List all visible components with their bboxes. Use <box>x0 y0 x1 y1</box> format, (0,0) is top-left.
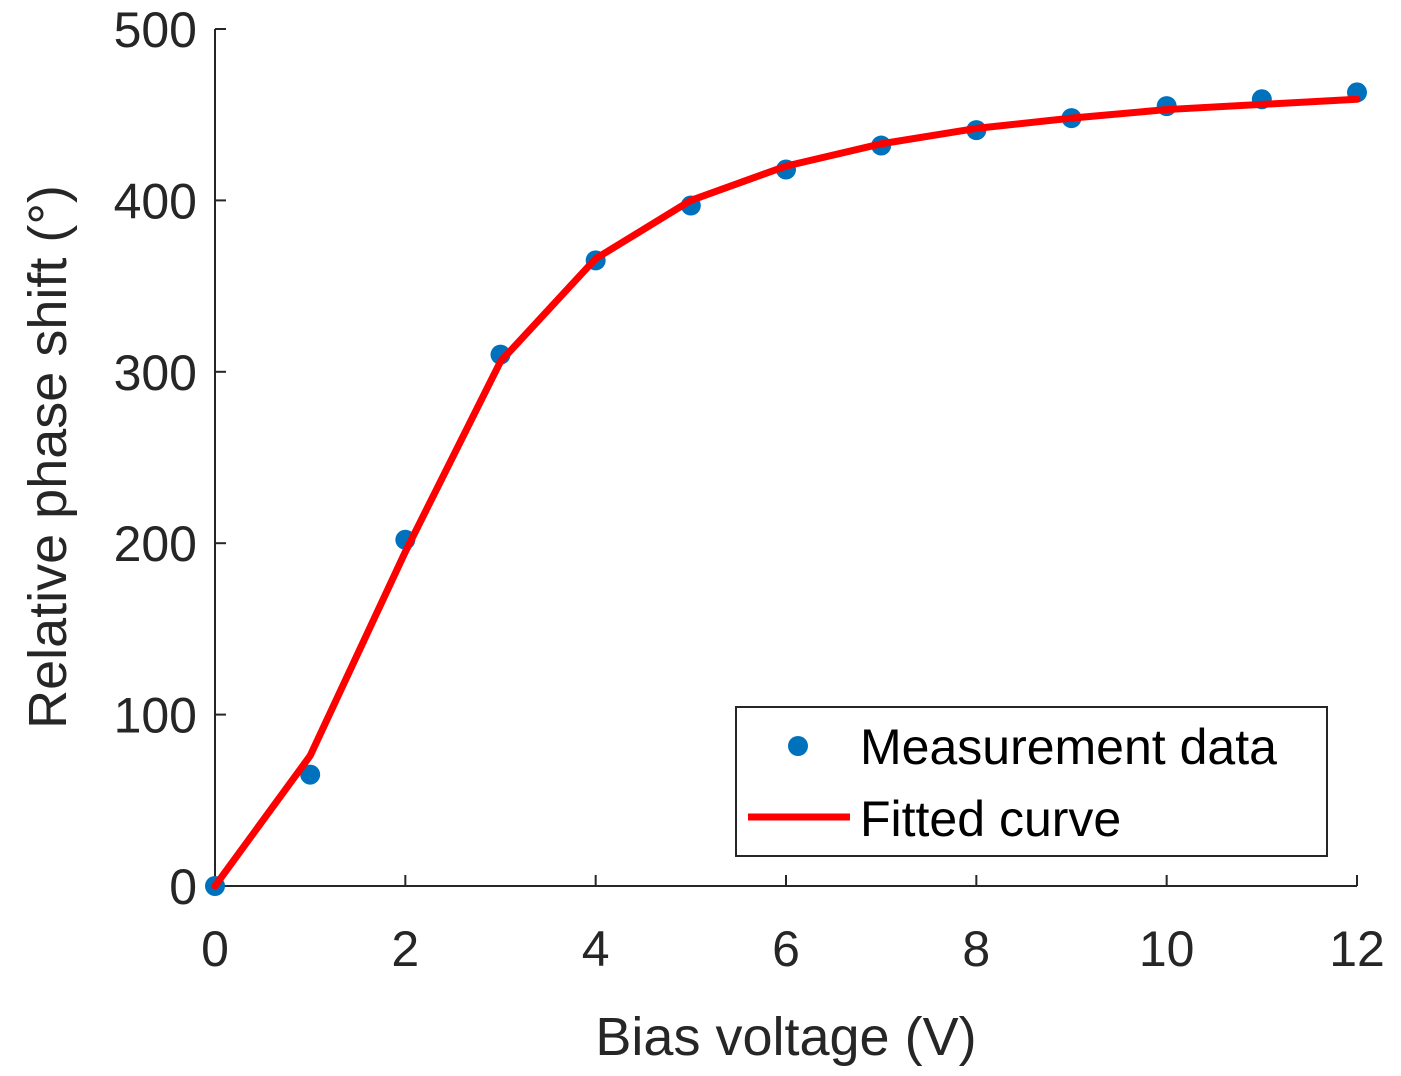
x-tick-label: 12 <box>1329 921 1385 977</box>
fitted-curve-line <box>211 95 1361 890</box>
legend-box <box>735 706 1328 857</box>
x-tick-label: 8 <box>962 921 990 977</box>
axes-layer: 0 2 4 6 8 10 12 0 100 200 300 400 500 <box>114 2 1385 977</box>
x-tick-label: 10 <box>1139 921 1195 977</box>
x-tick-label: 2 <box>391 921 419 977</box>
data-point-measurement <box>300 764 321 785</box>
x-tick-label: 6 <box>772 921 800 977</box>
x-tick-label: 0 <box>201 921 229 977</box>
y-tick-label: 500 <box>114 2 197 58</box>
legend-marker-measurement <box>788 736 808 756</box>
x-tick-label: 4 <box>582 921 610 977</box>
y-tick-label: 0 <box>169 859 197 915</box>
legend-label-measurement: Measurement data <box>860 719 1277 775</box>
series-layer <box>205 82 1367 896</box>
x-axis-title: Bias voltage (V) <box>595 1007 976 1067</box>
y-tick-label: 100 <box>114 688 197 744</box>
legend-label-fit: Fitted curve <box>860 791 1121 847</box>
y-tick-label: 400 <box>114 173 197 229</box>
y-tick-label: 200 <box>114 516 197 572</box>
y-axis-title: Relative phase shift (°) <box>18 185 78 729</box>
y-tick-label: 300 <box>114 345 197 401</box>
legend: Measurement data Fitted curve <box>735 706 1328 857</box>
